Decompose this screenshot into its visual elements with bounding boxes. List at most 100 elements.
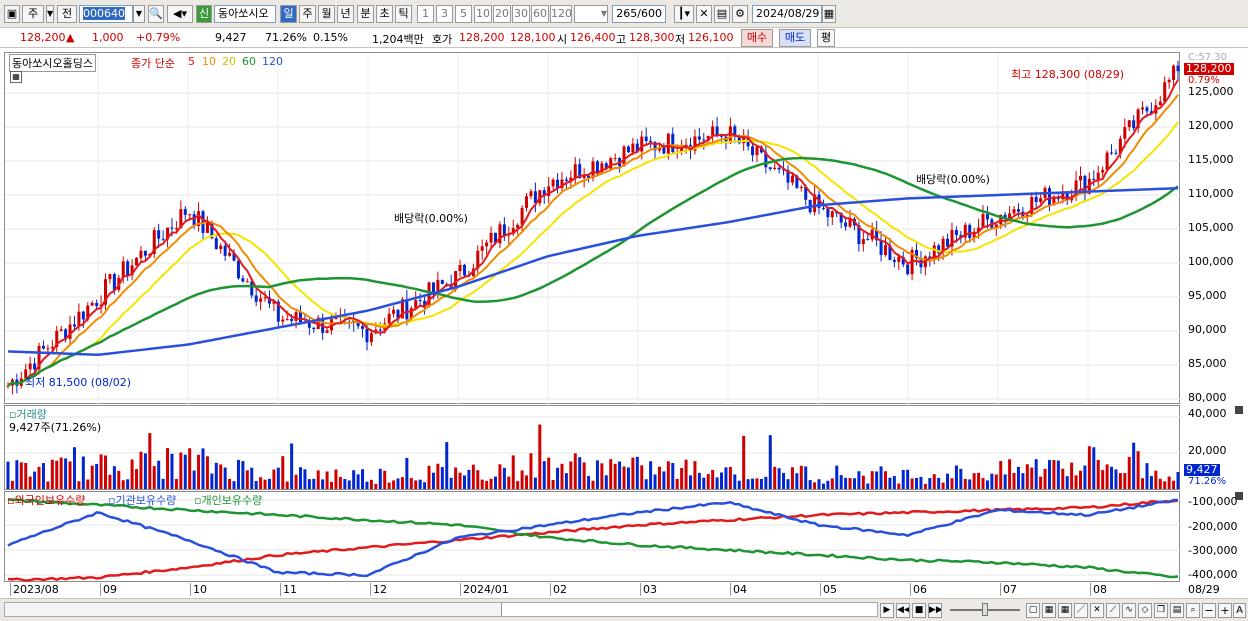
save-icon[interactable]: ▤: [1170, 603, 1184, 618]
candle-body: [959, 235, 963, 238]
volume-bar: [502, 467, 506, 489]
change: 1,000: [92, 31, 124, 44]
volume-note: 9,427주(71.26%): [9, 421, 102, 434]
buy-button[interactable]: 매수: [741, 29, 773, 47]
layout-icon[interactable]: ▢: [1026, 603, 1040, 618]
period-week[interactable]: 주: [299, 5, 316, 23]
volume-bar: [498, 464, 502, 489]
candle-body: [143, 250, 147, 256]
speaker-icon[interactable]: ◀▾: [167, 5, 193, 23]
search-icon[interactable]: 🔍: [148, 5, 164, 23]
minute-10[interactable]: 10: [474, 5, 492, 23]
volume-bar: [830, 478, 834, 489]
shapes-icon[interactable]: ◇: [1138, 603, 1152, 618]
volume-panel[interactable]: ▫거래량 9,427주(71.26%): [4, 405, 1181, 490]
volume-bar: [724, 467, 728, 489]
code-dropdown-icon[interactable]: ▼: [133, 5, 145, 23]
code-input[interactable]: 000640: [79, 5, 133, 23]
gear-icon[interactable]: ⚙: [732, 5, 748, 23]
stop-icon[interactable]: ■: [912, 603, 926, 618]
table-icon[interactable]: ▦: [10, 71, 22, 83]
volume-bar: [192, 470, 196, 489]
x-tick: 11: [280, 583, 297, 596]
volume-bar: [520, 470, 524, 489]
candle-body: [773, 167, 777, 169]
candle-body: [662, 147, 666, 154]
new-button[interactable]: 신: [196, 5, 212, 23]
candle-body: [609, 158, 613, 169]
period-tick[interactable]: 틱: [395, 5, 412, 23]
minute-60[interactable]: 60: [531, 5, 549, 23]
wave-icon[interactable]: ∿: [1122, 603, 1136, 618]
chevron-down-icon[interactable]: ▼: [46, 5, 54, 23]
minute-5[interactable]: 5: [455, 5, 472, 23]
prev-button[interactable]: 전: [57, 5, 77, 23]
window-icon[interactable]: ▣: [4, 5, 20, 23]
volume-bar: [405, 457, 409, 489]
trend-icon[interactable]: ⟋: [1106, 603, 1120, 618]
volume-bar: [254, 481, 258, 489]
minute-30[interactable]: 30: [512, 5, 530, 23]
mode-select[interactable]: 주: [22, 5, 44, 23]
high-label: 고: [616, 33, 627, 46]
sell-button[interactable]: 매도: [779, 29, 811, 47]
minute-3[interactable]: 3: [436, 5, 453, 23]
candle-body: [879, 240, 883, 255]
zoom-in-icon[interactable]: +: [1218, 603, 1232, 618]
count-field[interactable]: 265/600: [612, 5, 666, 23]
period-year[interactable]: 년: [337, 5, 354, 23]
forward-icon[interactable]: ▶▶: [928, 603, 942, 618]
period-month[interactable]: 월: [318, 5, 335, 23]
zoom-handle[interactable]: [982, 603, 988, 616]
grid2-icon[interactable]: ▦: [1058, 603, 1072, 618]
scroll-thumb[interactable]: [501, 603, 877, 616]
volume-bar: [1163, 481, 1167, 489]
candle-body: [1167, 79, 1171, 83]
copy-icon[interactable]: ❐: [1154, 603, 1168, 618]
minute-120[interactable]: 120: [550, 5, 572, 23]
minute-20[interactable]: 20: [493, 5, 511, 23]
grid-icon[interactable]: ▦: [1042, 603, 1056, 618]
period-second[interactable]: 초: [376, 5, 393, 23]
line-icon[interactable]: ／: [1074, 603, 1088, 618]
cross-icon[interactable]: ✕: [1090, 603, 1104, 618]
search-icon[interactable]: ⌕: [1186, 603, 1200, 618]
stock-name-field[interactable]: 동아쏘시오: [214, 5, 276, 23]
minute-1[interactable]: 1: [417, 5, 434, 23]
calendar-icon[interactable]: ▦: [822, 5, 836, 23]
font-icon[interactable]: A: [1233, 603, 1246, 618]
volume-bar: [968, 479, 972, 489]
volume-bar: [201, 448, 205, 489]
ma5-line: [7, 79, 1179, 387]
scroll-right-icon[interactable]: ▶: [880, 603, 894, 618]
volume-bar: [742, 435, 746, 489]
candle-icon[interactable]: ┃▾: [674, 5, 694, 23]
volume-bar: [139, 451, 143, 489]
period-minute[interactable]: 분: [357, 5, 374, 23]
volume-bar: [587, 476, 591, 489]
candle-body: [591, 161, 595, 178]
close-icon[interactable]: [1235, 406, 1243, 414]
save-icon[interactable]: ▤: [714, 5, 730, 23]
price-panel[interactable]: 동아쏘시오홀딩스 종가 단순 5 10 20 60 120 ▦ 최고 128,3…: [4, 52, 1181, 405]
candle-body: [1101, 169, 1105, 173]
volume-bar: [1176, 472, 1180, 489]
volume-bar: [383, 470, 387, 489]
period-day[interactable]: 일: [280, 5, 297, 23]
volume-bar: [33, 471, 37, 489]
rewind-icon[interactable]: ◀◀: [896, 603, 910, 618]
avg-button[interactable]: 평: [817, 29, 835, 47]
volume-bar: [392, 480, 396, 489]
scroll-track[interactable]: [4, 602, 878, 617]
volume-bar: [1083, 465, 1087, 489]
close-icon[interactable]: [1235, 492, 1243, 500]
interval-select[interactable]: ▼: [574, 5, 608, 23]
volume-bar: [950, 478, 954, 489]
candle-body: [135, 257, 139, 266]
volume-bar: [759, 478, 763, 489]
flow-panel[interactable]: ▫외국인보유수량 ▫기관보유수량 ▫개인보유수량: [4, 491, 1181, 582]
crosshair-icon[interactable]: ✕: [696, 5, 712, 23]
volume-bar: [626, 467, 630, 489]
zoom-out-icon[interactable]: −: [1202, 603, 1216, 618]
date-field[interactable]: 2024/08/29: [752, 5, 822, 23]
